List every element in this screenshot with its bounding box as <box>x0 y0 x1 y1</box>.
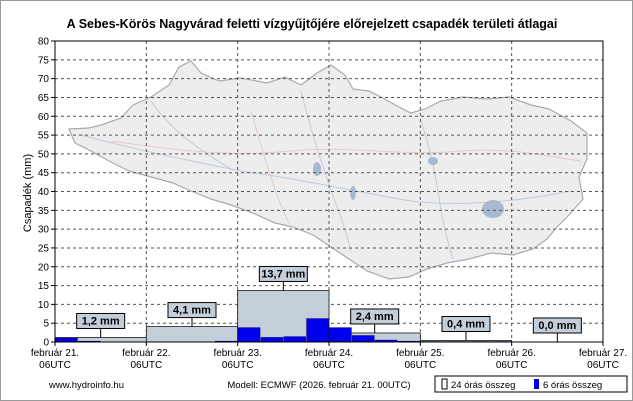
y-tick-label: 5 <box>43 319 49 330</box>
y-tick-label: 25 <box>38 243 50 254</box>
y-tick-label: 20 <box>38 262 50 273</box>
data-label-box <box>76 312 126 329</box>
data-label: 0,0 mm <box>538 320 576 332</box>
y-tick-label: 80 <box>38 37 50 48</box>
y-tick-label: 50 <box>38 149 50 160</box>
y-tick-label: 30 <box>38 225 50 236</box>
road-line <box>250 110 290 224</box>
website-text: www.hydroinfo.hu <box>48 380 124 391</box>
lake-shape <box>482 200 504 218</box>
bars-6h-group <box>55 318 512 343</box>
y-tick-label: 0 <box>43 338 49 349</box>
x-tick-label: február 26. <box>487 348 535 359</box>
lake-shape <box>350 186 356 200</box>
bar-6h <box>329 327 352 343</box>
bar-6h <box>306 318 329 343</box>
bar-6h <box>55 337 78 343</box>
river-line <box>300 90 352 252</box>
y-tick-label: 65 <box>38 93 50 104</box>
y-tick-label: 35 <box>38 206 50 217</box>
model-info-text: Modell: ECMWF (2026. február 21. 00UTC) <box>227 380 410 391</box>
y-tick-label: 10 <box>38 300 50 311</box>
x-tick-label: 06UTC <box>587 360 619 371</box>
x-tick-label: február 22. <box>122 348 170 359</box>
y-axis-ticks: 0 5 10 15 20 25 30 35 40 45 50 55 60 65 70 75 80 <box>38 37 55 349</box>
data-label: 1,2 mm <box>82 315 120 327</box>
x-tick-label: 06UTC <box>130 360 162 371</box>
data-label: 13,7 mm <box>261 268 305 280</box>
x-tick-label: február 23. <box>213 348 261 359</box>
legend-box <box>434 375 628 393</box>
bar-24h <box>145 326 239 343</box>
legend-label-24h: 24 órás összeg <box>451 380 515 391</box>
y-tick-label: 70 <box>38 74 50 85</box>
data-label: 2,4 mm <box>356 311 394 323</box>
y-tick-label: 40 <box>38 187 50 198</box>
y-tick-label: 55 <box>38 131 50 142</box>
x-tick-label: 06UTC <box>404 360 436 371</box>
data-label: 4,1 mm <box>173 305 211 317</box>
x-tick-label: február 24. <box>305 348 353 359</box>
y-tick-label: 60 <box>38 112 50 123</box>
bar-6h <box>260 337 284 343</box>
catchment-map-image <box>68 60 588 280</box>
y-tick-label: 15 <box>38 281 50 292</box>
bar-6h <box>352 335 375 343</box>
x-tick-label: február 21. <box>31 348 79 359</box>
river-line <box>150 100 232 170</box>
data-label-box <box>350 308 400 325</box>
river-line <box>420 120 454 260</box>
chart-title: A Sebes-Körös Nagyvárad feletti vízgyűjt… <box>67 17 558 31</box>
catchment-outline <box>68 60 588 280</box>
x-tick-label: 06UTC <box>222 360 254 371</box>
bar-6h <box>283 336 306 343</box>
y-tick-label: 45 <box>38 168 50 179</box>
x-tick-label: február 27. <box>579 348 627 359</box>
data-label-box <box>532 317 582 334</box>
x-tick-label: 06UTC <box>496 360 528 371</box>
legend: 24 órás összeg 6 órás összeg <box>434 375 628 393</box>
legend-swatch-6h <box>534 379 539 389</box>
lake-shape <box>313 162 321 176</box>
y-tick-label: 75 <box>38 55 50 66</box>
bar-6h <box>237 327 261 343</box>
lake-shape <box>428 157 438 165</box>
legend-label-6h: 6 órás összeg <box>543 380 602 391</box>
grid-lines <box>55 41 603 342</box>
y-axis-label: Csapadék (mm) <box>22 154 34 232</box>
x-tick-label: 06UTC <box>39 360 71 371</box>
x-tick-label: 06UTC <box>313 360 345 371</box>
road-line <box>110 140 582 162</box>
data-label-box <box>258 265 308 282</box>
data-label: 0,4 mm <box>447 318 485 330</box>
data-label-box <box>441 315 491 332</box>
x-tick-label: február 25. <box>396 348 444 359</box>
legend-swatch-24h <box>441 378 448 390</box>
data-labels-group: 1,2 mm 4,1 mm 13,7 mm 2,4 mm 0,4 mm 0,0 mm <box>76 265 582 342</box>
data-label-box <box>167 302 217 319</box>
